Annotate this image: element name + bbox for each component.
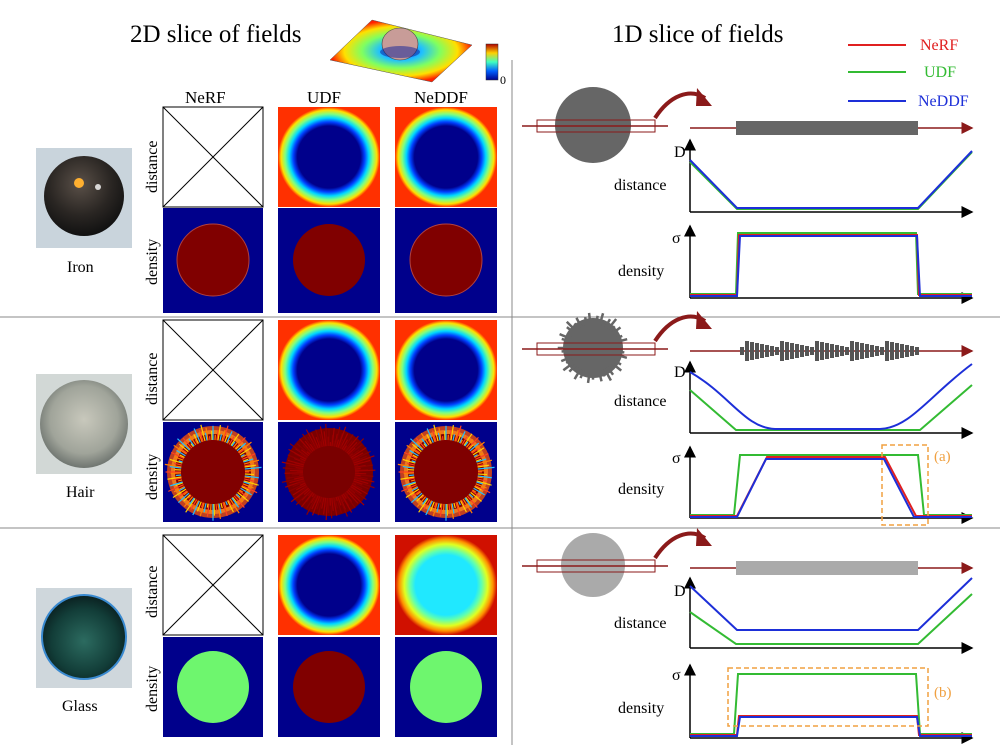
nerf-distance-na: [162, 106, 264, 208]
axis-label-d: D: [674, 144, 686, 161]
col-header-udf: UDF: [307, 88, 341, 107]
plot-label-distance: distance: [614, 615, 666, 632]
plot-label-density: density: [618, 481, 664, 498]
row-label-density: density: [144, 454, 161, 500]
legend: NeRF UDF NeDDF: [848, 37, 969, 110]
material-glass: Glass: [36, 588, 132, 715]
neddf-density-field: [395, 637, 497, 737]
plot-hair-density: σ density (a): [618, 444, 974, 526]
legend-label-neddf: NeDDF: [918, 93, 969, 110]
neddf-density-field: [395, 422, 497, 522]
nerf-distance-na: [162, 534, 264, 636]
right-title: 1D slice of fields: [612, 21, 783, 48]
material-label: Glass: [62, 698, 98, 715]
field-thumbnail: [329, 19, 473, 83]
material-label: Iron: [67, 259, 94, 276]
material-iron: Iron: [36, 148, 132, 276]
udf-distance-field: [278, 107, 380, 207]
udf-distance-field: [278, 535, 380, 635]
plot-label-distance: distance: [614, 393, 666, 410]
axis-label-sigma: σ: [672, 450, 681, 467]
glass-ray-schematic: [522, 528, 974, 597]
material-label: Hair: [66, 484, 95, 501]
row-label-density: density: [144, 239, 161, 285]
neddf-density-field: [395, 208, 497, 313]
axis-label-sigma: σ: [672, 667, 681, 684]
plot-glass-distance: D distance: [614, 576, 974, 654]
colorbar-zero-label: 0: [500, 73, 506, 87]
annotation-a: (a): [934, 449, 951, 465]
row-label-distance: distance: [144, 353, 161, 405]
axis-label-d: D: [674, 583, 686, 600]
nerf-density-field: [163, 422, 263, 522]
colorbar: 0: [485, 43, 506, 87]
plot-iron-density: σ density: [618, 224, 974, 304]
neddf-distance-field: [395, 535, 497, 635]
col-header-neddf: NeDDF: [414, 88, 468, 107]
row-label-density: density: [144, 666, 161, 712]
udf-density-field: [278, 208, 380, 313]
legend-label-nerf: NeRF: [920, 37, 958, 54]
neddf-distance-field: [395, 107, 497, 207]
plot-hair-distance: D distance: [614, 360, 974, 439]
udf-distance-field: [278, 320, 380, 420]
udf-density-field: [278, 422, 380, 522]
row-label-distance: distance: [144, 566, 161, 618]
plot-label-density: density: [618, 263, 664, 280]
nerf-density-field: [163, 637, 263, 737]
plot-iron-distance: D distance: [614, 138, 974, 218]
udf-density-field: [278, 637, 380, 737]
nerf-density-field: [163, 208, 263, 313]
nerf-distance-na: [162, 319, 264, 421]
col-header-nerf: NeRF: [185, 88, 226, 107]
legend-label-udf: UDF: [924, 64, 956, 81]
highlight-b: [727, 667, 929, 727]
plot-glass-density: σ density (b): [618, 663, 974, 744]
annotation-b: (b): [934, 685, 952, 701]
iron-ray-schematic: [522, 87, 974, 163]
hair-ray-schematic: [522, 311, 974, 384]
highlight-a: [881, 444, 929, 526]
row-label-distance: distance: [144, 141, 161, 193]
axis-label-d: D: [674, 364, 686, 381]
left-title: 2D slice of fields: [130, 21, 301, 48]
plot-label-distance: distance: [614, 177, 666, 194]
neddf-distance-field: [395, 320, 497, 420]
material-hair: Hair: [36, 374, 132, 501]
axis-label-sigma: σ: [672, 230, 681, 247]
plot-label-density: density: [618, 700, 664, 717]
